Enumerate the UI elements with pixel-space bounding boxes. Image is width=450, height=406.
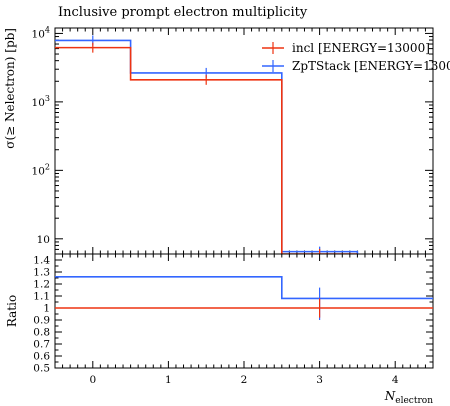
y-tick-label: 104 xyxy=(32,25,50,40)
legend-label: ZpTStack [ENERGY=1300 xyxy=(292,59,450,73)
ratio-y-tick-label: 1 xyxy=(43,303,50,315)
y-tick-label: 103 xyxy=(32,94,50,109)
chart-title: Inclusive prompt electron multiplicity xyxy=(58,5,308,20)
ratio-y-tick-label: 1.1 xyxy=(33,291,50,303)
y-tick-label: 10 xyxy=(37,234,50,246)
ratio-frame xyxy=(54,253,434,369)
series-line xyxy=(55,39,359,254)
ratio-y-tick-label: 0.9 xyxy=(33,315,50,327)
series-1-ratio xyxy=(55,276,433,300)
ratio-y-tick-label: 0.5 xyxy=(33,363,50,375)
y-axis-label: σ(≥ Nelectron) [pb] xyxy=(3,28,17,149)
x-tick-label: 2 xyxy=(241,374,248,386)
ratio-y-tick-label: 0.8 xyxy=(33,327,50,339)
legend-label: incl [ENERGY=13000] xyxy=(292,41,430,55)
y-tick-label: 102 xyxy=(32,162,50,177)
ratio-y-tick-label: 1.4 xyxy=(33,255,50,267)
ratio-y-tick-label: 0.6 xyxy=(33,351,50,363)
x-tick-label: 0 xyxy=(89,374,96,386)
ratio-y-tick-label: 0.7 xyxy=(33,339,50,351)
ratio-y-tick-label: 1.3 xyxy=(33,267,50,279)
ratio-y-axis-label: Ratio xyxy=(5,295,19,327)
x-axis-label: Nelectron xyxy=(384,389,433,406)
main-panel: 10 102 103 104 σ(≥ Nelectron) [pb] xyxy=(3,25,434,255)
x-tick-label: 1 xyxy=(165,374,172,386)
ratio-line xyxy=(55,276,433,300)
x-tick-label: 4 xyxy=(392,374,399,386)
series-0-histogram xyxy=(55,42,358,254)
x-tick-label: 3 xyxy=(316,374,323,386)
legend: incl [ENERGY=13000] ZpTStack [ENERGY=1300 xyxy=(262,41,450,73)
ratio-y-tick-label: 1.2 xyxy=(33,279,50,291)
